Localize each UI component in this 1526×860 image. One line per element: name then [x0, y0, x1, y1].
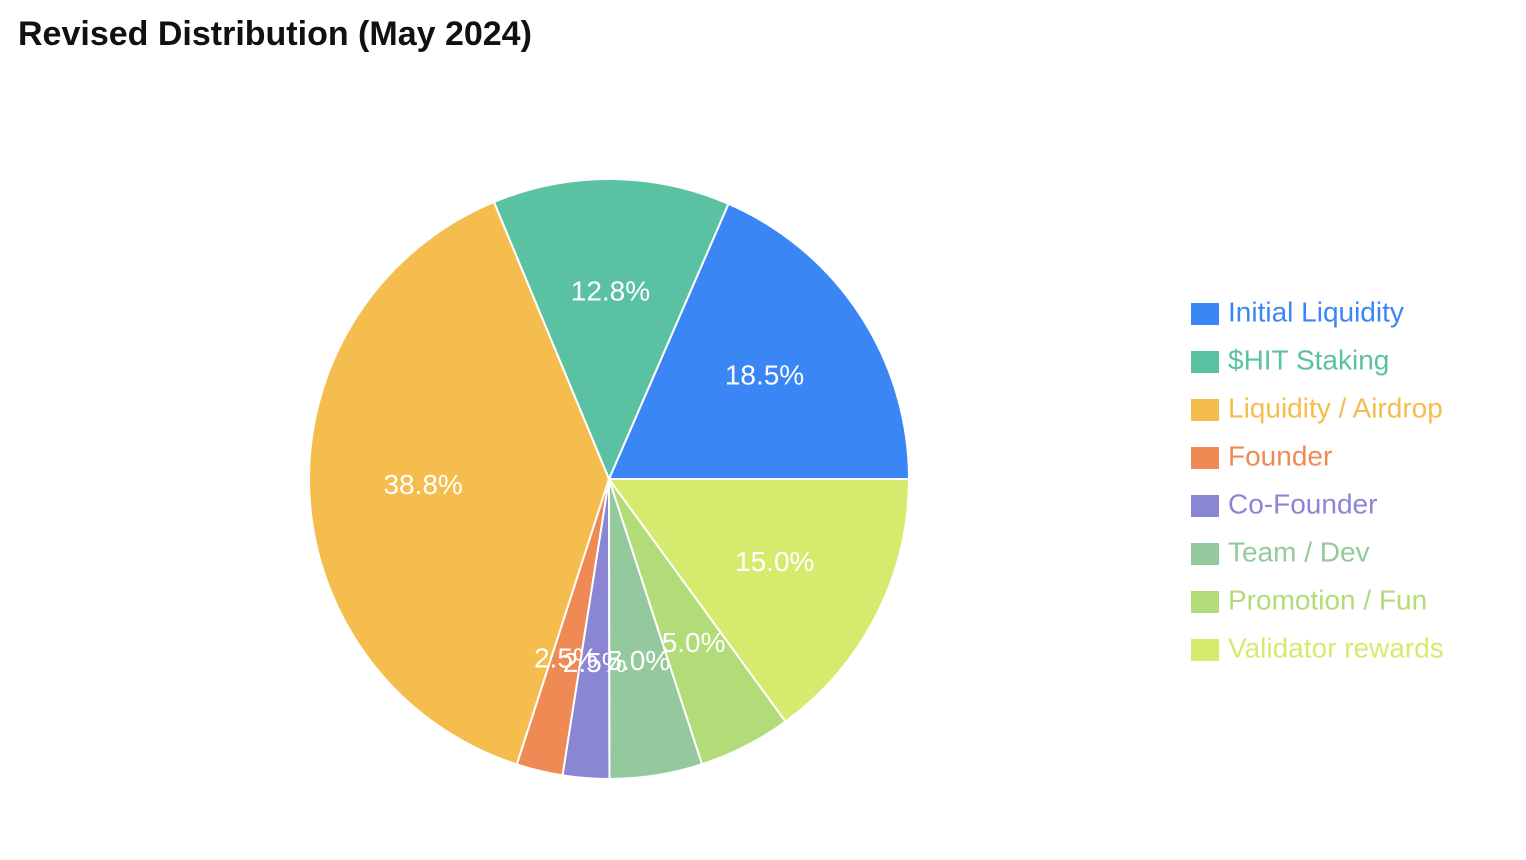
legend-swatch	[1191, 639, 1219, 661]
legend-swatch	[1191, 591, 1219, 613]
value-label: 15.0%	[735, 546, 814, 577]
legend-label: Initial Liquidity	[1228, 296, 1404, 327]
chart-title: Revised Distribution (May 2024)	[18, 15, 532, 53]
pie-slice	[308, 200, 611, 766]
value-label: 38.8%	[383, 469, 462, 500]
legend-swatch	[1191, 543, 1219, 565]
value-label: 2.5%	[563, 647, 627, 678]
legend-label: Founder	[1228, 440, 1332, 471]
value-label: 2.5%	[534, 642, 598, 673]
legend-swatch	[1191, 447, 1219, 469]
legend-swatch	[1191, 399, 1219, 421]
legend-swatch	[1191, 495, 1219, 517]
legend-label: Promotion / Fun	[1228, 584, 1427, 615]
legend-label: Co-Founder	[1228, 488, 1377, 519]
value-label: 5.0%	[662, 627, 726, 658]
legend-label: Liquidity / Airdrop	[1228, 392, 1443, 423]
legend-label: Validator rewards	[1228, 632, 1444, 663]
legend-swatch	[1191, 303, 1219, 325]
pie-slice	[607, 202, 911, 480]
pie-slice	[607, 478, 911, 723]
legend-swatch	[1191, 351, 1219, 373]
value-label: 12.8%	[571, 275, 650, 306]
legend-label: $HIT Staking	[1228, 344, 1389, 375]
legend-label: Team / Dev	[1228, 536, 1370, 567]
pie-slice	[492, 178, 730, 482]
value-label: 18.5%	[725, 359, 804, 390]
value-label: 5.0%	[606, 645, 670, 676]
